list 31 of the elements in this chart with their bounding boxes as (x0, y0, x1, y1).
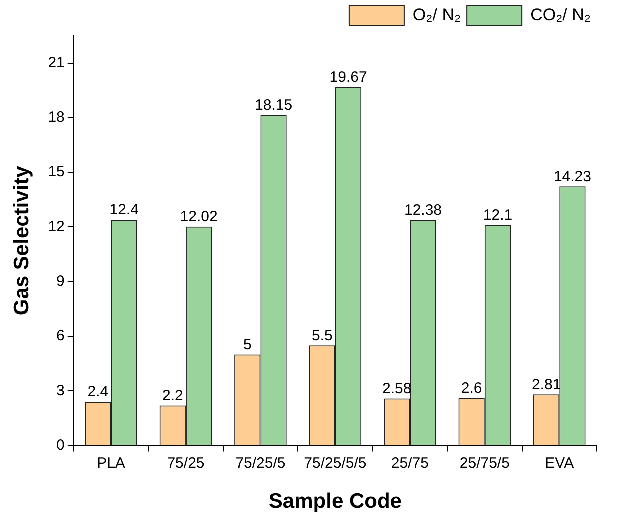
y-tick-label: 18 (48, 109, 65, 126)
y-tick-label: 0 (56, 436, 65, 454)
x-axis-title: Sample Code (268, 490, 402, 514)
x-tick-label: 25/75 (391, 454, 429, 472)
y-tick-label: 9 (56, 273, 65, 290)
data-label: 12.02 (180, 208, 218, 226)
x-tick-label: 25/75/5 (460, 454, 510, 472)
y-tick-label: 12 (48, 218, 65, 236)
x-tick-label: PLA (97, 454, 126, 472)
legend-label: O₂/ N₂ (412, 6, 462, 25)
data-label: 12.4 (110, 202, 139, 219)
data-label: 18.15 (255, 96, 293, 114)
y-axis-title: Gas Selectivity (10, 166, 34, 316)
y-tick-label: 15 (48, 164, 65, 181)
data-label: 2.6 (461, 380, 482, 398)
data-label: 12.38 (404, 202, 442, 219)
x-tick-label: 75/25/5/5 (304, 454, 367, 472)
y-tick-label: 21 (48, 54, 65, 72)
y-tick-label: 6 (56, 328, 65, 345)
data-label: 5.5 (312, 327, 333, 344)
x-tick-label: 75/25/5 (236, 454, 286, 472)
data-label: 2.2 (162, 387, 184, 404)
data-label: 5 (243, 336, 252, 354)
x-tick-label: EVA (545, 454, 574, 472)
data-label: 2.4 (88, 384, 109, 401)
data-label: 12.1 (483, 207, 513, 224)
x-tick-label: 75/25 (167, 454, 205, 472)
legend-label: CO₂/ N₂ (530, 6, 591, 25)
data-label: 19.67 (330, 69, 368, 86)
data-label: 14.23 (554, 168, 592, 186)
y-tick-label: 3 (56, 382, 65, 400)
